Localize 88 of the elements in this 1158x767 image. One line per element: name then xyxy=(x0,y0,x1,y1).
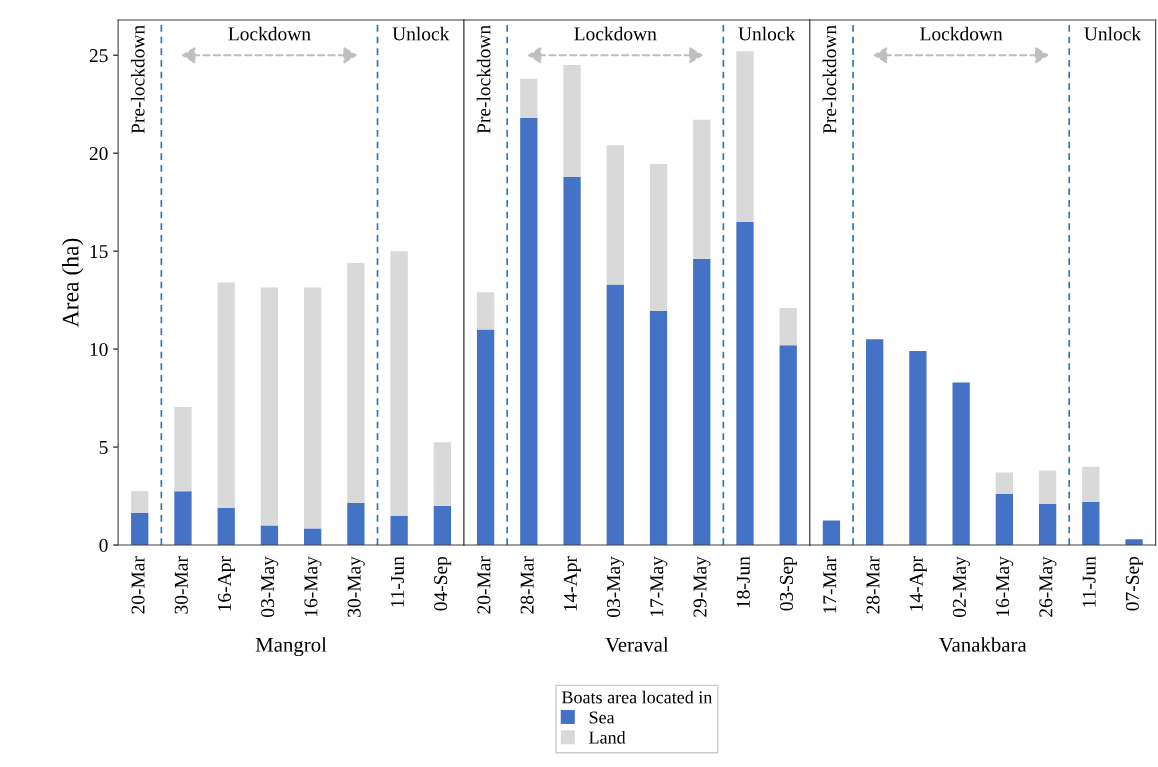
legend-title: Boats area located in xyxy=(561,690,713,704)
bar xyxy=(390,251,408,516)
bar xyxy=(909,351,927,546)
bar xyxy=(563,176,581,546)
bar xyxy=(304,528,322,546)
bar xyxy=(1082,466,1100,502)
bar xyxy=(1038,470,1057,504)
y-tick-label: 10 xyxy=(90,342,108,357)
bar xyxy=(952,382,970,546)
x-tick-label: 07-Sep xyxy=(1125,556,1143,611)
bar xyxy=(476,292,495,330)
bar xyxy=(217,507,235,546)
annotation: Unlock xyxy=(1084,26,1142,41)
bar xyxy=(606,284,624,546)
y-tick-label: 15 xyxy=(90,245,108,259)
bar xyxy=(822,520,841,546)
x-tick-label: 03-May xyxy=(261,556,279,617)
x-tick-label: 18-Jun xyxy=(736,556,750,608)
bar xyxy=(736,51,754,222)
bar xyxy=(1038,503,1057,546)
annotation: Pre-lockdown xyxy=(476,25,491,134)
bar xyxy=(995,472,1014,495)
x-tick-label: 16-May xyxy=(304,556,322,616)
bar xyxy=(649,163,668,311)
bar xyxy=(606,145,624,285)
annotation: Unlock xyxy=(392,26,450,41)
bar xyxy=(433,442,451,506)
y-tick-label: 20 xyxy=(89,146,108,161)
bar xyxy=(174,491,192,546)
x-tick-label: 14-Apr xyxy=(909,556,927,611)
bar xyxy=(866,339,884,546)
x-tick-label: 30-May xyxy=(347,556,365,617)
x-axis-title: Veraval xyxy=(605,637,669,652)
legend-label: Sea xyxy=(589,711,615,724)
x-tick-label: 17-May xyxy=(650,556,668,616)
bar xyxy=(174,406,192,492)
bar xyxy=(476,329,495,546)
x-tick-label: 03-May xyxy=(606,556,625,617)
x-tick-label: 30-Mar xyxy=(174,556,188,614)
y-tick-label: 5 xyxy=(99,441,108,454)
x-tick-label: 04-Sep xyxy=(434,556,452,611)
x-tick-label: 28-Mar xyxy=(520,556,534,614)
x-tick-label: 02-May xyxy=(952,556,970,617)
x-tick-label: 16-May xyxy=(996,556,1014,616)
x-tick-label: 14-Apr xyxy=(563,556,581,611)
x-axis-title: Mangrol xyxy=(255,637,327,657)
x-tick-label: 28-Mar xyxy=(866,556,880,614)
bar xyxy=(649,310,668,546)
x-tick-label: 26-May xyxy=(1039,556,1057,617)
x-tick-label: 11-Jun xyxy=(390,556,404,607)
x-tick-label: 17-Mar xyxy=(823,556,837,613)
bar xyxy=(1082,501,1100,546)
x-tick-label: 03-Sep xyxy=(779,556,798,611)
annotation: Pre-lockdown xyxy=(130,25,145,134)
bar xyxy=(520,117,538,546)
y-tick-label: 0 xyxy=(99,538,108,552)
bar xyxy=(433,505,451,546)
x-tick-label: 20-Mar xyxy=(131,556,145,614)
bar xyxy=(693,119,711,259)
annotation: Pre-lockdown xyxy=(822,25,837,134)
bar xyxy=(347,502,365,546)
annotation: Lockdown xyxy=(228,26,311,41)
bar xyxy=(693,258,711,546)
y-tick-label: 25 xyxy=(89,49,108,63)
x-tick-label: 20-Mar xyxy=(477,556,491,614)
bar xyxy=(779,345,797,546)
annotation: Lockdown xyxy=(920,26,1003,41)
bar xyxy=(390,515,408,546)
bar xyxy=(131,512,149,546)
bar xyxy=(995,494,1014,546)
annotation: Unlock xyxy=(738,26,796,41)
bar xyxy=(131,491,149,513)
bar xyxy=(217,282,235,508)
bar xyxy=(304,287,322,529)
bar xyxy=(736,221,754,546)
bar xyxy=(563,65,581,177)
legend-label: Land xyxy=(589,730,626,744)
y-axis-title: Area (ha) xyxy=(61,238,84,328)
x-axis-title: Vanakbara xyxy=(939,637,1027,652)
annotation: Lockdown xyxy=(574,26,657,41)
bar xyxy=(520,78,538,118)
x-tick-label: 16-Apr xyxy=(218,556,236,611)
bar xyxy=(779,307,797,346)
bar xyxy=(260,287,279,526)
x-tick-label: 29-May xyxy=(693,556,711,617)
x-tick-label: 11-Jun xyxy=(1082,556,1096,607)
bar xyxy=(347,262,365,503)
bar xyxy=(260,525,279,546)
